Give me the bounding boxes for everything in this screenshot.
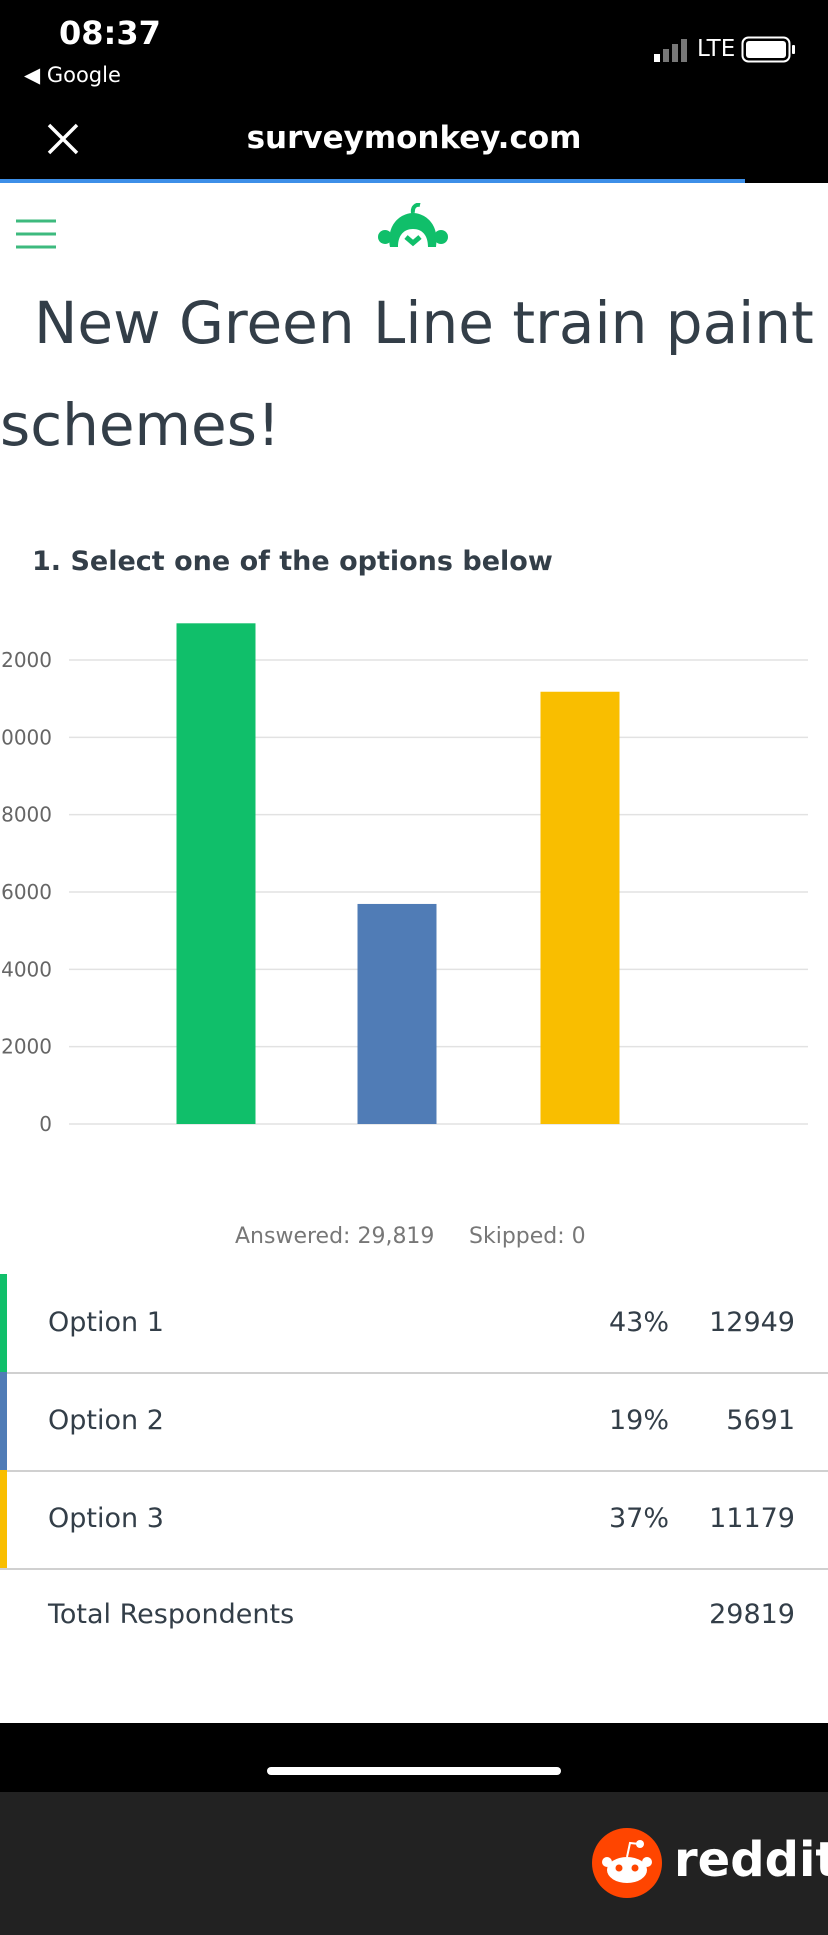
color-stripe <box>0 1372 7 1470</box>
option-count: 11179 <box>709 1503 795 1534</box>
logo <box>378 203 448 247</box>
chart: 0 2000 4000 6000 8000 10000 12000 <box>0 623 808 1136</box>
total-label: Total Respondents <box>48 1599 295 1630</box>
total-count: 29819 <box>709 1599 795 1630</box>
bar <box>357 903 437 1124</box>
answer-row: Option 2 19% 5691 <box>0 1372 828 1472</box>
y-tick-label: 2000 <box>1 1035 52 1059</box>
answer-row: Option 1 43% 12949 <box>0 1274 828 1374</box>
skipped-count: Skipped: 0 <box>469 1224 586 1249</box>
option-label: Option 3 <box>48 1503 164 1534</box>
back-app[interactable]: ◀ Google <box>24 63 121 87</box>
y-tick-label: 12000 <box>0 648 52 672</box>
status-bar: 08:37 ◀ Google LTE surveymonkey.com <box>0 0 828 184</box>
time: 08:37 <box>59 14 161 52</box>
y-tick-label: 8000 <box>1 803 52 827</box>
option-count: 12949 <box>709 1307 795 1338</box>
color-stripe <box>0 1470 7 1568</box>
load-progress <box>0 179 745 184</box>
survey-page: New Green Line train paint schemes! 1. S… <box>0 183 828 1723</box>
survey-title: New Green Line train paint schemes! <box>0 289 814 459</box>
close-button[interactable] <box>47 123 79 155</box>
total-row: Total Respondents 29819 <box>0 1566 828 1664</box>
bar <box>540 691 620 1124</box>
option-percent: 43% <box>608 1307 669 1338</box>
y-tick-label: 10000 <box>0 725 52 749</box>
answered-count: Answered: 29,819 <box>235 1224 435 1249</box>
y-tick-label: 0 <box>39 1112 52 1136</box>
option-label: Option 2 <box>48 1405 164 1436</box>
y-tick-label: 6000 <box>1 880 52 904</box>
watermark: reddit <box>0 1792 828 1935</box>
url: surveymonkey.com <box>246 120 582 156</box>
color-stripe <box>0 1274 7 1372</box>
network: LTE <box>697 36 736 62</box>
home-bar-area <box>0 1723 828 1792</box>
question: 1. Select one of the options below <box>32 546 553 577</box>
battery-icon <box>741 36 795 63</box>
option-percent: 19% <box>608 1405 669 1436</box>
bar <box>176 623 256 1124</box>
y-tick-label: 4000 <box>1 957 52 981</box>
reddit-logo <box>592 1828 662 1898</box>
answer-row: Option 3 37% 11179 <box>0 1470 828 1570</box>
option-percent: 37% <box>608 1503 669 1534</box>
option-count: 5691 <box>726 1405 795 1436</box>
option-label: Option 1 <box>48 1307 164 1338</box>
signal-icon <box>654 39 687 62</box>
home-indicator <box>267 1767 561 1775</box>
menu-button[interactable] <box>15 218 57 250</box>
brand: reddit <box>674 1832 828 1888</box>
